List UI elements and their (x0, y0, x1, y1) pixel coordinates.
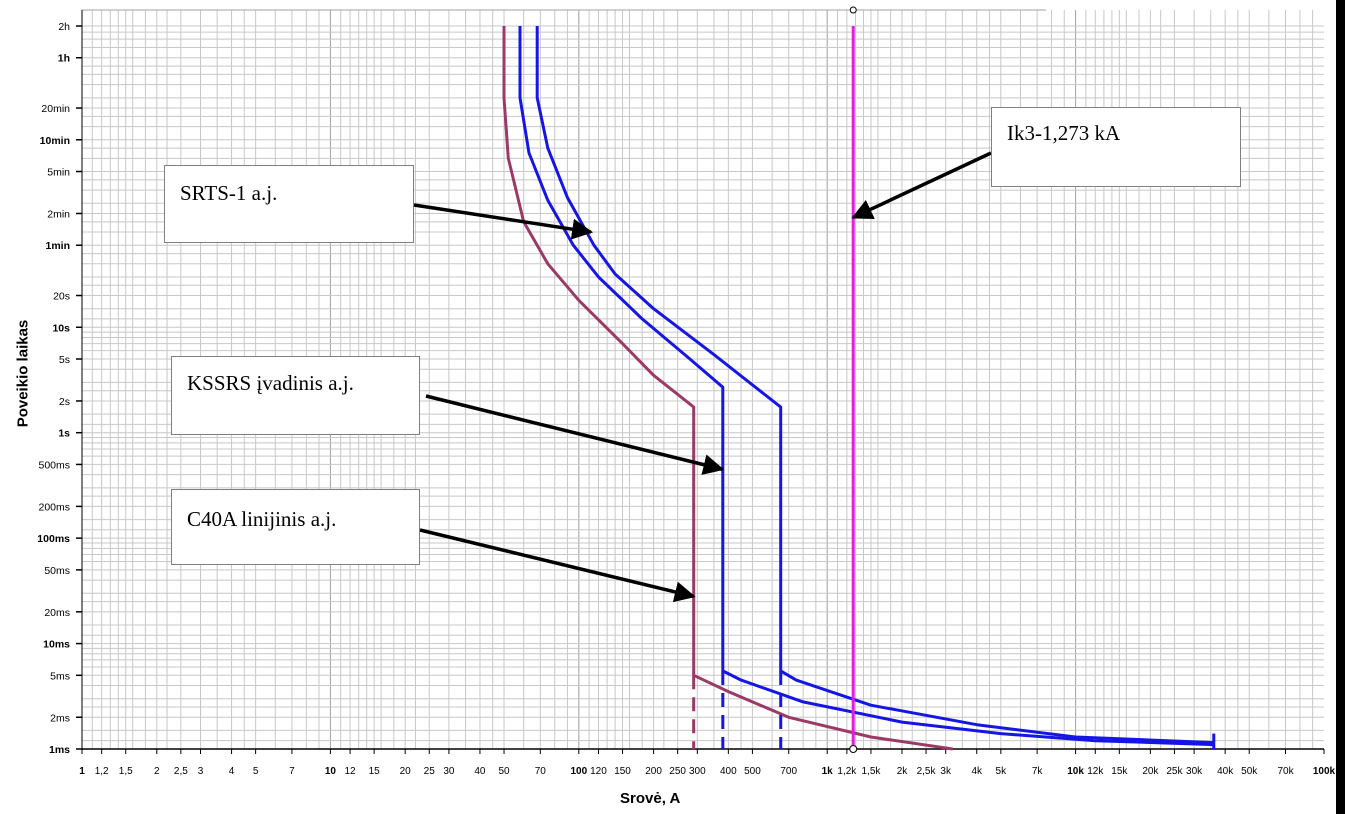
y-tick-label: 2ms (50, 712, 70, 724)
x-tick-label: 7k (1032, 766, 1044, 777)
marker-top (849, 6, 857, 14)
y-tick-label: 10ms (43, 639, 70, 651)
y-tick-label: 1s (58, 428, 70, 440)
y-tick-label: 20ms (44, 607, 70, 619)
x-tick-label: 2 (154, 766, 160, 777)
x-tick-label: 100 (570, 766, 587, 777)
x-tick-label: 30k (1186, 766, 1203, 777)
x-tick-label: 4 (229, 766, 235, 777)
y-tick-label: 1h (58, 53, 70, 65)
y-tick-label: 20s (53, 291, 70, 303)
x-tick-label: 1k (822, 766, 834, 777)
x-tick-label: 3k (940, 766, 952, 777)
x-tick-label: 10 (325, 766, 337, 777)
x-tick-label: 7 (289, 766, 295, 777)
x-tick-label: 20k (1142, 766, 1159, 777)
window-edge-bar (1336, 0, 1345, 814)
x-tick-label: 50k (1241, 766, 1258, 777)
x-tick-label: 70k (1277, 766, 1294, 777)
arrow-ik3 (851, 151, 992, 220)
x-tick-label: 500 (744, 766, 761, 777)
x-tick-label: 5 (253, 766, 259, 777)
x-tick-label: 15 (369, 766, 381, 777)
x-tick-label: 15k (1111, 766, 1128, 777)
callout-c40a-text: C40A linijinis a.j. (187, 507, 337, 531)
callout-srts: SRTS-1 a.j. (164, 165, 414, 243)
y-tick-label: 200ms (38, 501, 70, 513)
x-tick-label: 100k (1313, 766, 1336, 777)
x-tick-label: 25 (424, 766, 436, 777)
arrow-kssrs (425, 394, 725, 475)
y-tick-label: 500ms (38, 459, 70, 471)
callout-ik3-text: Ik3-1,273 kA (1007, 121, 1121, 145)
y-tick-label: 20min (41, 103, 70, 115)
y-tick-label: 5ms (50, 670, 70, 682)
x-tick-label: 1,2k (837, 766, 857, 777)
x-tick-label: 1,2 (95, 766, 109, 777)
arrow-srts (413, 203, 594, 240)
marker-bottom (849, 745, 858, 753)
x-tick-label: 1 (79, 766, 85, 777)
x-tick-label: 30 (443, 766, 455, 777)
curve-series-1 (518, 26, 1214, 747)
x-tick-label: 50 (498, 766, 510, 777)
x-tick-label: 700 (780, 766, 797, 777)
y-tick-label: 50ms (44, 565, 70, 577)
x-tick-label: 3 (198, 766, 204, 777)
x-tick-label: 150 (614, 766, 631, 777)
callout-c40a: C40A linijinis a.j. (171, 489, 420, 565)
x-tick-label: 10k (1067, 766, 1084, 777)
x-tick-label: 4k (971, 766, 983, 777)
x-tick-label: 12k (1087, 766, 1104, 777)
x-tick-label: 40 (474, 766, 486, 777)
x-tick-label: 2,5 (174, 766, 188, 777)
y-tick-label: 2h (58, 21, 70, 33)
y-tick-label: 5s (59, 354, 70, 366)
y-tick-label: 5min (47, 167, 70, 179)
annotation-arrows (413, 151, 992, 603)
x-tick-label: 40k (1217, 766, 1234, 777)
x-tick-label: 250 (669, 766, 686, 777)
y-tick-label: 10s (52, 322, 70, 334)
curve-series-0 (502, 26, 953, 751)
x-tick-label: 2k (897, 766, 909, 777)
y-axis-title: Poveikio laikas (14, 319, 32, 428)
x-tick-label: 200 (645, 766, 662, 777)
y-tick-label: 2s (59, 396, 70, 408)
x-tick-label: 20 (400, 766, 412, 777)
x-axis-title: Srovė, A (620, 790, 681, 807)
curve-series-2 (535, 26, 1214, 745)
x-tick-label: 25k (1166, 766, 1183, 777)
x-tick-label: 12 (345, 766, 357, 777)
x-tick-label: 70 (535, 766, 547, 777)
x-tick-label: 5k (996, 766, 1008, 777)
callout-kssrs-text: KSSRS įvadinis a.j. (187, 371, 354, 395)
y-tick-label: 1min (45, 240, 70, 252)
callout-ik3: Ik3-1,273 kA (991, 107, 1241, 187)
x-tick-label: 120 (590, 766, 607, 777)
axes: 1 1,2 1,5 2 2,5 3 4 5 7 10 12 15 20 25 30 40 50 70 100 120 1… (37, 10, 1336, 777)
callout-srts-text: SRTS-1 a.j. (180, 181, 278, 205)
y-tick-label: 1ms (49, 744, 70, 756)
x-tick-label: 1,5 (119, 766, 133, 777)
y-tick-label: 2min (47, 208, 70, 220)
x-tick-label: 400 (720, 766, 737, 777)
y-tick-label: 10min (40, 135, 70, 147)
callout-kssrs: KSSRS įvadinis a.j. (171, 356, 420, 435)
y-tick-label: 100ms (37, 533, 70, 545)
x-tick-label: 300 (689, 766, 706, 777)
x-tick-label: 2,5k (917, 766, 937, 777)
curves (502, 6, 1216, 753)
arrow-c40a (419, 528, 696, 603)
x-tick-label: 1,5k (861, 766, 881, 777)
